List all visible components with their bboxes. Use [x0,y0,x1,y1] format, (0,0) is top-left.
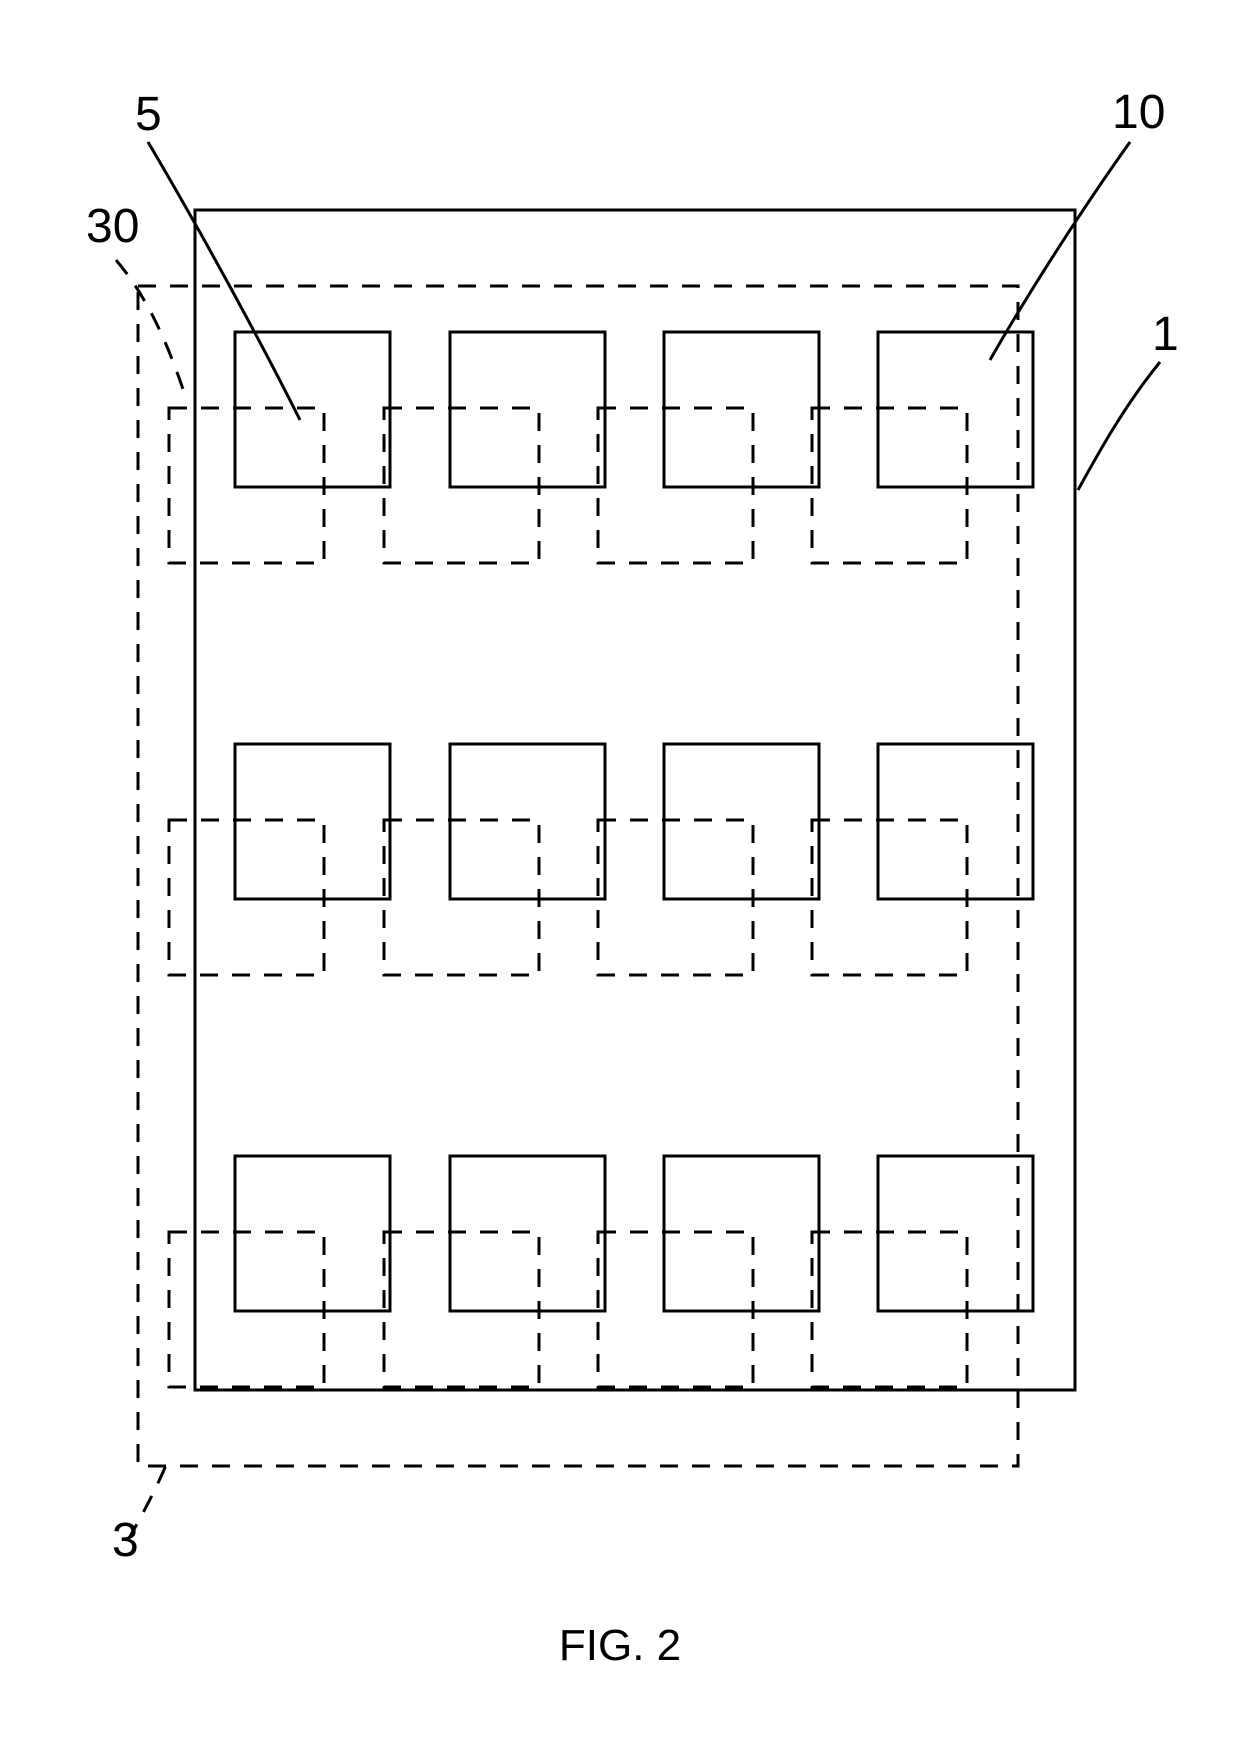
label-1: 1 [1152,308,1179,361]
label-3: 3 [112,1514,139,1567]
label-5: 5 [135,88,162,141]
label-10: 10 [1112,86,1165,139]
leader-l30 [116,260,186,398]
leader-l5 [148,142,300,420]
leader-lines [116,142,1160,1540]
outer-dashed-frame [138,286,1018,1466]
leader-l10 [990,142,1130,360]
figure-caption: FIG. 2 [559,1621,681,1670]
outer-solid-frame [195,210,1075,1390]
leader-l1 [1078,362,1160,490]
label-30: 30 [86,200,139,253]
figure-svg: 30 5 10 1 3 FIG. 2 [0,0,1240,1741]
cell-grid [169,332,1033,1387]
